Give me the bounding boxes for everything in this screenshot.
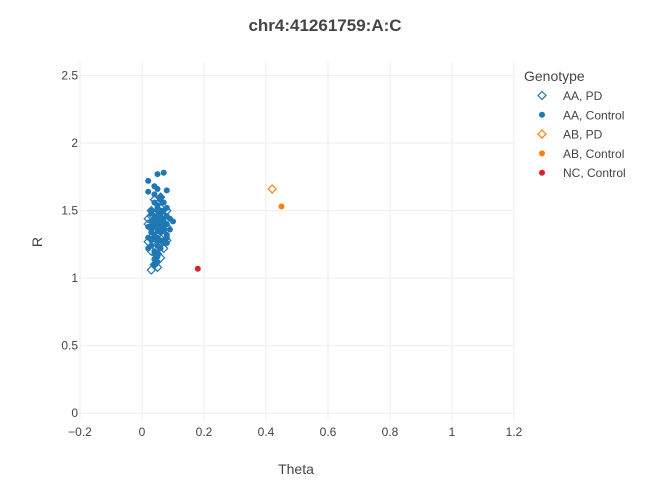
- aa-pd-point: [143, 213, 154, 224]
- y-tick-label: 2.5: [61, 69, 78, 83]
- aa-pd-point: [146, 265, 157, 275]
- x-tick-label: 1.2: [506, 425, 523, 439]
- aa-control-point: [145, 188, 152, 195]
- legend-marker: [539, 150, 545, 157]
- aa-control-point: [154, 171, 161, 178]
- x-axis-ticks: −0.2 0 0.2 0.4 0.6 0.8 1 1.2: [68, 425, 523, 439]
- aa-control-point: [170, 218, 176, 225]
- legend-item[interactable]: NC, Control: [539, 166, 626, 180]
- aa-control-point: [151, 183, 158, 190]
- legend-item[interactable]: AB, Control: [539, 147, 624, 161]
- legend-item[interactable]: AA, Control: [539, 108, 624, 122]
- aa-control-point: [160, 169, 167, 176]
- legend-items: AA, PD AA, Control AB, PD AB, Control NC, Co…: [537, 89, 626, 180]
- aa-control-point: [148, 210, 155, 217]
- y-tick-label: 2: [71, 136, 78, 150]
- aa-control-point: [148, 237, 155, 244]
- legend-item[interactable]: AA, PD: [537, 89, 603, 103]
- y-tick-label: 1: [71, 271, 78, 285]
- aa-control-point: [157, 215, 164, 222]
- aa-control-point: [154, 202, 161, 209]
- aa-control-point: [157, 245, 164, 252]
- legend[interactable]: Genotype AA, PD AA, Control AB, PD AB, Cont…: [524, 68, 626, 180]
- y-tick-label: 0: [71, 406, 78, 420]
- aa-control-point: [163, 204, 170, 211]
- legend-label: AA, Control: [563, 108, 624, 122]
- x-tick-label: −0.2: [68, 425, 92, 439]
- x-axis-title: Theta: [278, 461, 314, 477]
- legend-label: AA, PD: [563, 89, 603, 103]
- aa-control-point: [163, 234, 170, 241]
- aa-control-point: [157, 194, 164, 201]
- legend-marker: [537, 90, 547, 101]
- x-tick-label: 0.6: [320, 425, 337, 439]
- data-points: [143, 169, 285, 275]
- aa-control-point: [154, 237, 161, 244]
- legend-title: Genotype: [524, 68, 585, 84]
- x-tick-label: 0.2: [196, 425, 213, 439]
- legend-label: AB, Control: [563, 147, 624, 161]
- y-tick-label: 1.5: [61, 204, 78, 218]
- aa-control-point: [151, 191, 158, 198]
- aa-control-point: [145, 223, 152, 230]
- x-tick-label: 0.4: [258, 425, 275, 439]
- aa-control-point: [151, 261, 158, 268]
- aa-control-point: [157, 229, 164, 236]
- legend-item[interactable]: AB, PD: [537, 128, 603, 142]
- legend-marker: [539, 169, 545, 176]
- aa-control-point: [154, 207, 161, 214]
- legend-marker: [537, 129, 547, 139]
- ab-pd-point: [267, 184, 278, 194]
- chart-title: chr4:41261759:A:C: [248, 16, 401, 35]
- ab-control-point: [278, 203, 285, 210]
- legend-label: AB, PD: [563, 128, 603, 142]
- aa-control-point: [163, 187, 170, 194]
- nc-control-point: [194, 265, 201, 272]
- x-tick-label: 1: [449, 425, 456, 439]
- aa-control-point: [151, 221, 158, 228]
- y-axis-title: R: [29, 237, 45, 247]
- y-axis-ticks: 0 0.5 1 1.5 2 2.5: [61, 69, 78, 421]
- aa-control-point: [160, 199, 167, 206]
- aa-control-point: [160, 223, 167, 230]
- aa-control-point: [151, 250, 158, 257]
- x-tick-label: 0: [139, 425, 146, 439]
- legend-marker: [539, 111, 545, 118]
- legend-label: NC, Control: [563, 166, 626, 180]
- aa-control-point: [145, 177, 152, 184]
- aa-control-point: [148, 242, 155, 249]
- aa-control-point: [166, 226, 173, 233]
- x-tick-label: 0.8: [382, 425, 399, 439]
- aa-control-point: [160, 240, 167, 247]
- y-tick-label: 0.5: [61, 339, 78, 353]
- aa-control-point: [163, 213, 170, 220]
